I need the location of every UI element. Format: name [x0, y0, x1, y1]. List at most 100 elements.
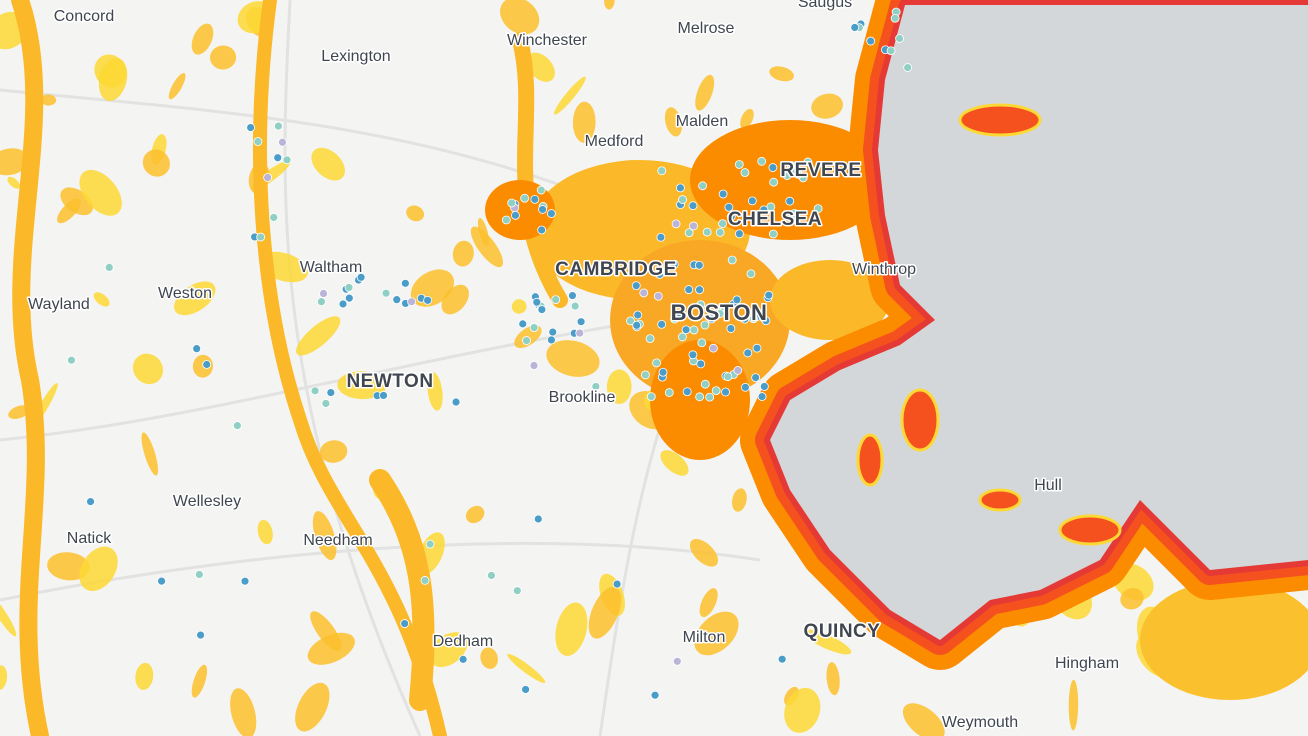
sensor-dot	[501, 215, 511, 225]
place-label: Malden	[676, 113, 728, 130]
sensor-dot	[547, 335, 556, 345]
flood-patch	[79, 169, 122, 216]
sensor-dot	[194, 570, 204, 579]
sensor-dot	[529, 323, 539, 332]
flood-patch	[230, 688, 257, 736]
water	[770, 5, 1308, 640]
place-label: Needham	[303, 532, 372, 549]
sensor-dot	[726, 324, 736, 333]
sensor-dot	[684, 285, 694, 294]
sensor-dot	[782, 171, 792, 180]
sensor-dot	[903, 63, 913, 72]
flood-patch	[604, 0, 615, 10]
sensor-dot	[678, 195, 687, 204]
sensor-dot	[626, 316, 635, 326]
sensor-dot	[684, 228, 694, 238]
place-label: Melrose	[678, 20, 735, 37]
sensor-dot	[530, 194, 540, 204]
flood-patch	[47, 552, 90, 581]
sensor-dot	[575, 328, 585, 338]
sensor-dot	[196, 630, 205, 640]
flood-patch	[732, 488, 747, 512]
island	[1058, 514, 1122, 546]
flood-patch	[526, 52, 555, 82]
flood-patch	[606, 369, 632, 405]
sensor-dot	[633, 310, 643, 320]
flood-patch	[406, 205, 425, 222]
sensor-dot	[671, 219, 681, 229]
sensor-dot	[458, 654, 468, 664]
flood-patch	[1068, 679, 1079, 731]
sensor-dot	[655, 269, 665, 279]
flood-patch	[811, 93, 843, 119]
sensor-dot	[740, 168, 750, 177]
sensor-dot	[639, 288, 649, 298]
sensor-dot	[537, 305, 547, 314]
sensor-dot	[734, 160, 744, 169]
place-label: Weymouth	[942, 714, 1018, 731]
sensor-dot	[511, 210, 520, 220]
place-labels: Concord Saugus Melrose Winchester Lexing…	[27, 0, 1121, 733]
sensor-dot	[664, 388, 674, 397]
sensor-dot	[689, 221, 698, 231]
sensor-dot	[695, 285, 704, 295]
sensor-dot	[310, 386, 320, 396]
sensor-dot	[407, 297, 416, 307]
sensor-dot	[752, 343, 762, 353]
sensor-dot	[546, 209, 556, 218]
flood-patch	[257, 519, 273, 545]
sensor-dot	[273, 121, 283, 131]
sensor-dot	[451, 397, 461, 407]
flood-patch	[740, 108, 754, 129]
sensor-dot	[104, 263, 114, 272]
sensor-dot	[757, 156, 767, 166]
sensor-dot	[749, 314, 758, 324]
sensor-dot	[344, 283, 354, 292]
flood-patch	[769, 66, 794, 82]
flood-patch	[210, 45, 237, 70]
roads	[0, 0, 761, 736]
flood-patch	[695, 74, 715, 111]
sensor-dot	[192, 344, 202, 354]
sensor-dot	[790, 209, 799, 218]
flood-corridor	[512, 32, 568, 308]
sensor-dot	[785, 196, 795, 206]
sensor-dot	[895, 34, 904, 43]
sensor-dot	[850, 23, 860, 32]
flood-corridor	[11, 0, 49, 736]
place-label: NEWTON	[346, 371, 433, 392]
island	[958, 103, 1042, 137]
place-label: Wellesley	[173, 493, 241, 510]
sensor-dot	[740, 382, 750, 392]
flood-patch	[132, 353, 164, 385]
sensor-dot	[202, 360, 212, 369]
sensor-dot	[656, 232, 666, 242]
sensor-dot	[319, 289, 328, 298]
sensor-dot	[507, 198, 517, 208]
place-label: QUINCY	[804, 621, 881, 642]
sensor-dot	[420, 576, 430, 585]
sensor-dot	[700, 379, 710, 389]
sensor-dot	[512, 586, 522, 596]
sensor-dot	[751, 373, 761, 382]
flood-core	[1140, 580, 1308, 700]
sensor-dot	[232, 421, 242, 430]
flood-patch	[480, 647, 498, 669]
flood-patch	[141, 432, 159, 476]
sensor-dot	[657, 166, 667, 176]
flood-core	[485, 180, 555, 240]
sensor-dot	[733, 366, 743, 375]
sensor-dot	[727, 255, 737, 265]
flood-patch	[588, 586, 622, 639]
sensor-dot	[724, 202, 734, 212]
sensor-dot	[246, 123, 256, 132]
flood-patch	[142, 149, 170, 177]
sensor-dot	[533, 514, 543, 524]
sensor-dot	[715, 227, 725, 237]
flood-patch	[511, 299, 527, 314]
place-label: CAMBRIDGE	[555, 259, 677, 280]
place-label: Concord	[54, 8, 114, 25]
sensor-dot	[735, 229, 744, 239]
flood-patch	[784, 687, 821, 733]
sensor-dot	[529, 361, 539, 370]
